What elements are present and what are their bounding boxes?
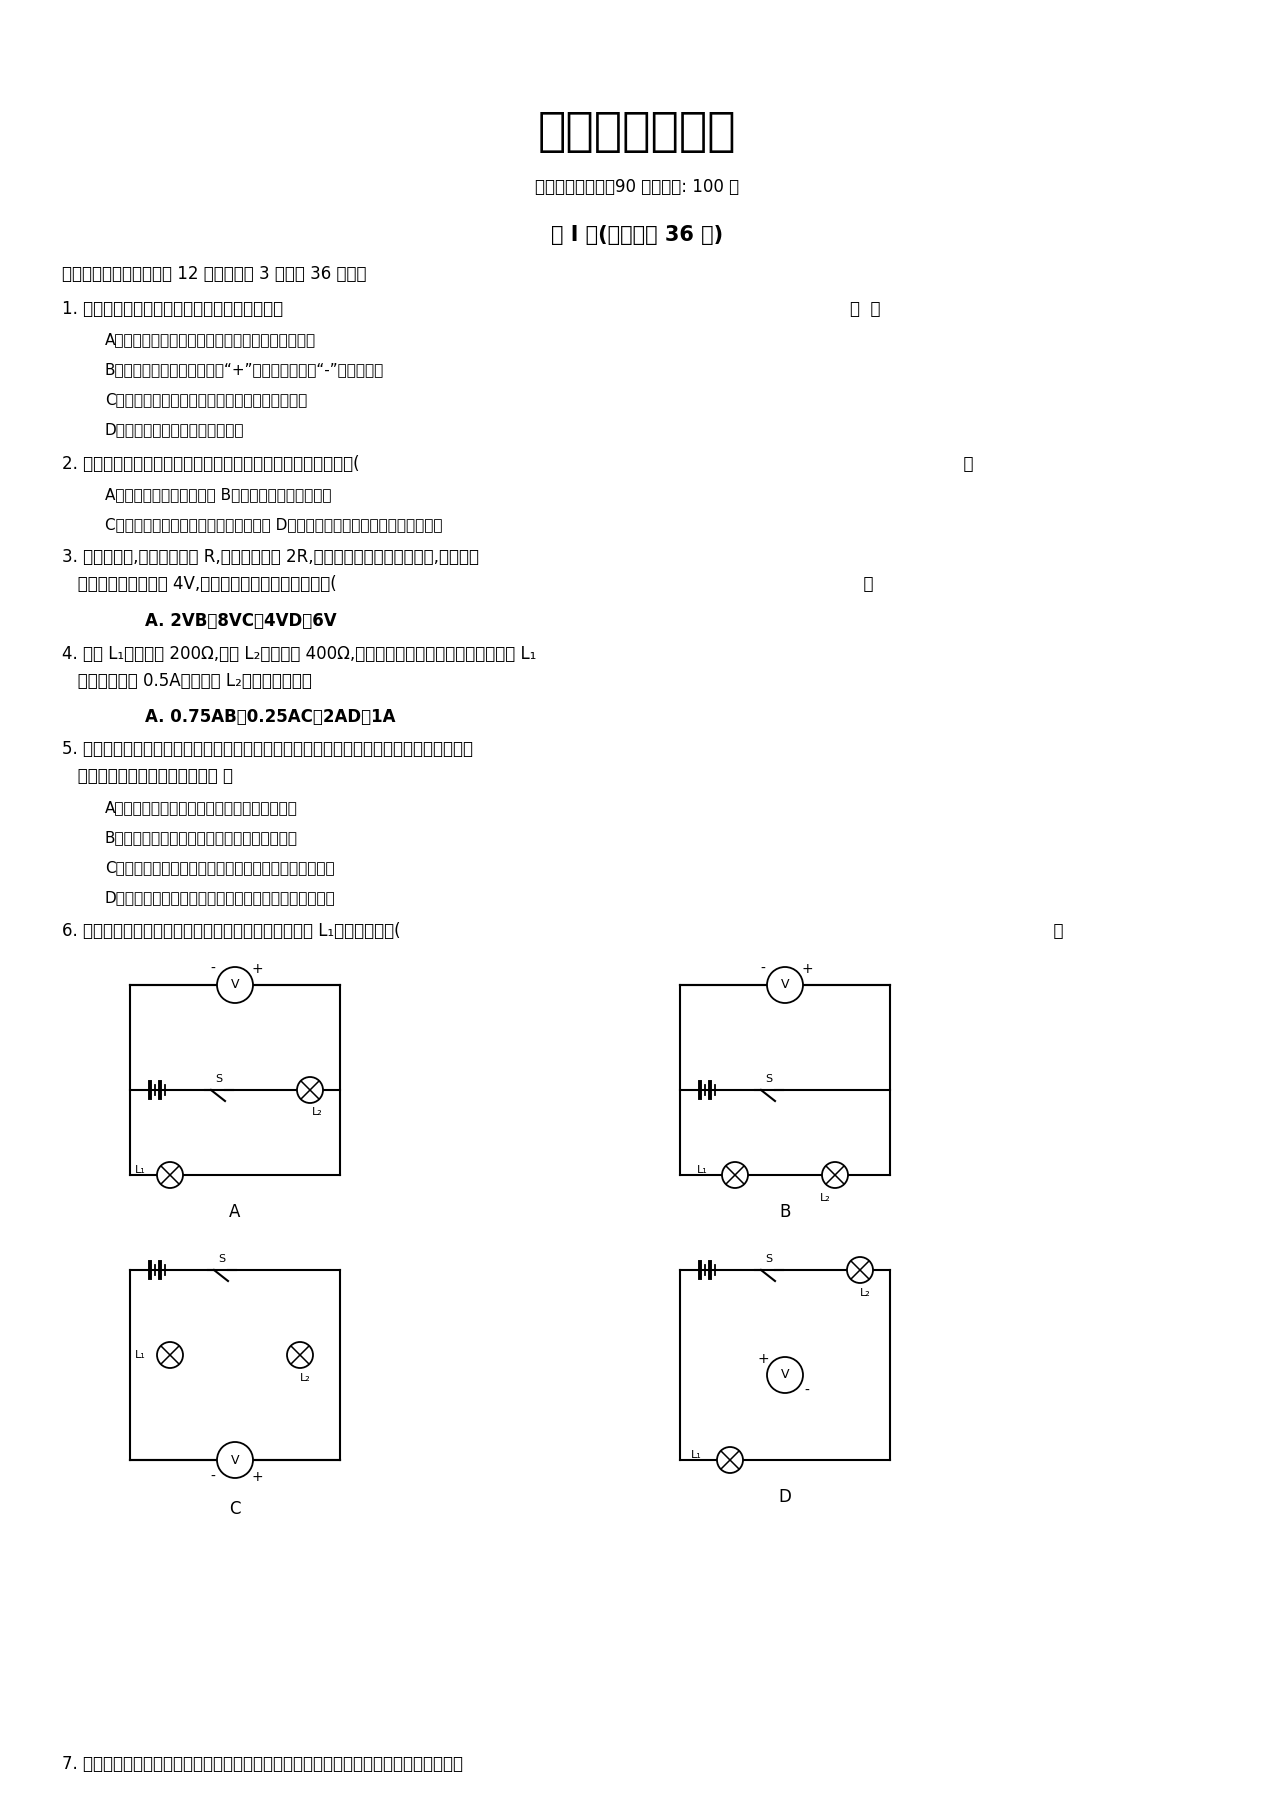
Text: B．连结电表时一定让电流从“+”接线柱流入，从“-”接线柱流出: B．连结电表时一定让电流从“+”接线柱流入，从“-”接线柱流出 xyxy=(104,363,385,377)
Text: -: - xyxy=(210,1469,215,1484)
Text: A．电流表应串连在电路中，电压表应并联在电路中: A．电流表应串连在电路中，电压表应并联在电路中 xyxy=(104,332,316,347)
Text: A. 2VB．8VC．4VD．6V: A. 2VB．8VC．4VD．6V xyxy=(145,612,336,630)
Text: D: D xyxy=(778,1487,791,1505)
Text: L₂: L₂ xyxy=(860,1289,870,1298)
Text: 本试卷考试时间：90 分钟分值: 100 分: 本试卷考试时间：90 分钟分值: 100 分 xyxy=(535,179,739,197)
Text: ）: ） xyxy=(891,455,973,473)
Text: +: + xyxy=(801,962,813,977)
Text: 一、单项选择题（此题共 12 小题，每题 3 分，共 36 分．）: 一、单项选择题（此题共 12 小题，每题 3 分，共 36 分．） xyxy=(62,265,367,283)
Text: C．若经过的电流相等，则必定是串连的 D．条件不足，无法确立两灯的连结方式: C．若经过的电流相等，则必定是串连的 D．条件不足，无法确立两灯的连结方式 xyxy=(104,516,442,532)
Circle shape xyxy=(297,1078,324,1103)
Text: B: B xyxy=(780,1202,791,1220)
Text: B．当它们资料、长度都同样时，甲线粗乙线细: B．当它们资料、长度都同样时，甲线粗乙线细 xyxy=(104,830,298,845)
Text: L₁: L₁ xyxy=(692,1449,702,1460)
Text: S: S xyxy=(766,1254,772,1264)
Text: V: V xyxy=(781,978,790,991)
Text: L₁: L₁ xyxy=(135,1350,147,1359)
Circle shape xyxy=(217,1442,254,1478)
Text: 6. 在以以下图所示的电路图中，能用电压表正确测出灯 L₁两头电压的是(: 6. 在以以下图所示的电路图中，能用电压表正确测出灯 L₁两头电压的是( xyxy=(62,922,400,940)
Circle shape xyxy=(717,1448,743,1473)
Text: ）: ） xyxy=(790,576,874,594)
Text: ）: ） xyxy=(980,922,1064,940)
Text: L₂: L₂ xyxy=(312,1106,322,1117)
Text: 5. 把甲、乙两段电阵线接在同样的电压下，甲线中的电流大于乙线中的电流，忽视温度的影: 5. 把甲、乙两段电阵线接在同样的电压下，甲线中的电流大于乙线中的电流，忽视温度… xyxy=(62,740,473,758)
Text: C．当它们长度、粗细都同样时，两线的资料必定不一样: C．当它们长度、粗细都同样时，两线的资料必定不一样 xyxy=(104,859,335,875)
Text: L₂: L₂ xyxy=(299,1374,311,1383)
Circle shape xyxy=(767,1357,803,1393)
Text: +: + xyxy=(251,1469,262,1484)
Text: +: + xyxy=(757,1352,768,1366)
Text: -: - xyxy=(761,962,766,977)
Text: A．当它们资料、粗细都同样时，甲线长乙线短: A．当它们资料、粗细都同样时，甲线长乙线短 xyxy=(104,800,298,816)
Text: 4. 灯泡 L₁的电阵为 200Ω,灯泡 L₂的电阵为 400Ω,两个灯泡并联后接入电路中，若经过 L₁: 4. 灯泡 L₁的电阵为 200Ω,灯泡 L₂的电阵为 400Ω,两个灯泡并联后… xyxy=(62,644,536,662)
Text: V: V xyxy=(231,1453,240,1466)
Text: 2. 将两个灯泡接入电路中，用电压表测得它们两头电压相等，则(: 2. 将两个灯泡接入电路中，用电压表测得它们两头电压相等，则( xyxy=(62,455,359,473)
Text: 个电阵两头的电压是 4V,那么第二个电阵两头的电压为(: 个电阵两头的电压是 4V,那么第二个电阵两头的电压为( xyxy=(62,576,336,594)
Text: 1. 对于电表的使用方法，以下说法错误的选项是: 1. 对于电表的使用方法，以下说法错误的选项是 xyxy=(62,300,283,318)
Text: 响，以下判断中错误的选项是（ ）: 响，以下判断中错误的选项是（ ） xyxy=(62,767,233,785)
Circle shape xyxy=(847,1256,873,1283)
Text: +: + xyxy=(251,962,262,977)
Circle shape xyxy=(157,1162,183,1188)
Text: S: S xyxy=(215,1074,223,1085)
Circle shape xyxy=(287,1341,313,1368)
Text: C．电压表、电流表都能够直接接在电源的两极上: C．电压表、电流表都能够直接接在电源的两极上 xyxy=(104,392,307,406)
Text: 第 I 卷(选择题共 36 分): 第 I 卷(选择题共 36 分) xyxy=(550,226,724,245)
Text: V: V xyxy=(781,1368,790,1381)
Text: （  ）: （ ） xyxy=(850,300,880,318)
Text: A: A xyxy=(229,1202,241,1220)
Text: 的电流强度为 0.5A，则经过 L₂电流强度为（）: 的电流强度为 0.5A，则经过 L₂电流强度为（） xyxy=(62,671,312,690)
Text: L₁: L₁ xyxy=(697,1164,708,1175)
Circle shape xyxy=(157,1341,183,1368)
Circle shape xyxy=(822,1162,848,1188)
Text: S: S xyxy=(218,1254,225,1264)
Text: 3. 两个用电器,第一个电阵是 R,第二个电阵是 2R,把它们串连起来接入电路中,假如第一: 3. 两个用电器,第一个电阵是 R,第二个电阵是 2R,把它们串连起来接入电路中… xyxy=(62,549,479,567)
Text: D．被测值不可以超出电表的量程: D．被测值不可以超出电表的量程 xyxy=(104,422,245,437)
Text: 7. 动变阵器是经过改变自己连入电路中的阵值进而实现改变电路中电流的，滑动变阵器是: 7. 动变阵器是经过改变自己连入电路中的阵值进而实现改变电路中电流的，滑动变阵器… xyxy=(62,1754,462,1773)
Text: 八年级物理试卷: 八年级物理试卷 xyxy=(538,110,736,155)
Text: -: - xyxy=(805,1384,809,1399)
Text: D．甲、乙两电阵线的资料、长短、粗细不行能完整同样: D．甲、乙两电阵线的资料、长短、粗细不行能完整同样 xyxy=(104,890,336,904)
Text: L₁: L₁ xyxy=(135,1164,147,1175)
Text: S: S xyxy=(766,1074,772,1085)
Text: A. 0.75AB．0.25AC．2AD．1A: A. 0.75AB．0.25AC．2AD．1A xyxy=(145,708,395,726)
Text: V: V xyxy=(231,978,240,991)
Circle shape xyxy=(767,967,803,1004)
Text: A．两个灯泡必定是串连的 B．两个灯泡必定是并联的: A．两个灯泡必定是串连的 B．两个灯泡必定是并联的 xyxy=(104,487,331,502)
Text: -: - xyxy=(210,962,215,977)
Circle shape xyxy=(217,967,254,1004)
Text: L₂: L₂ xyxy=(820,1193,831,1202)
Circle shape xyxy=(722,1162,748,1188)
Text: C: C xyxy=(229,1500,241,1518)
